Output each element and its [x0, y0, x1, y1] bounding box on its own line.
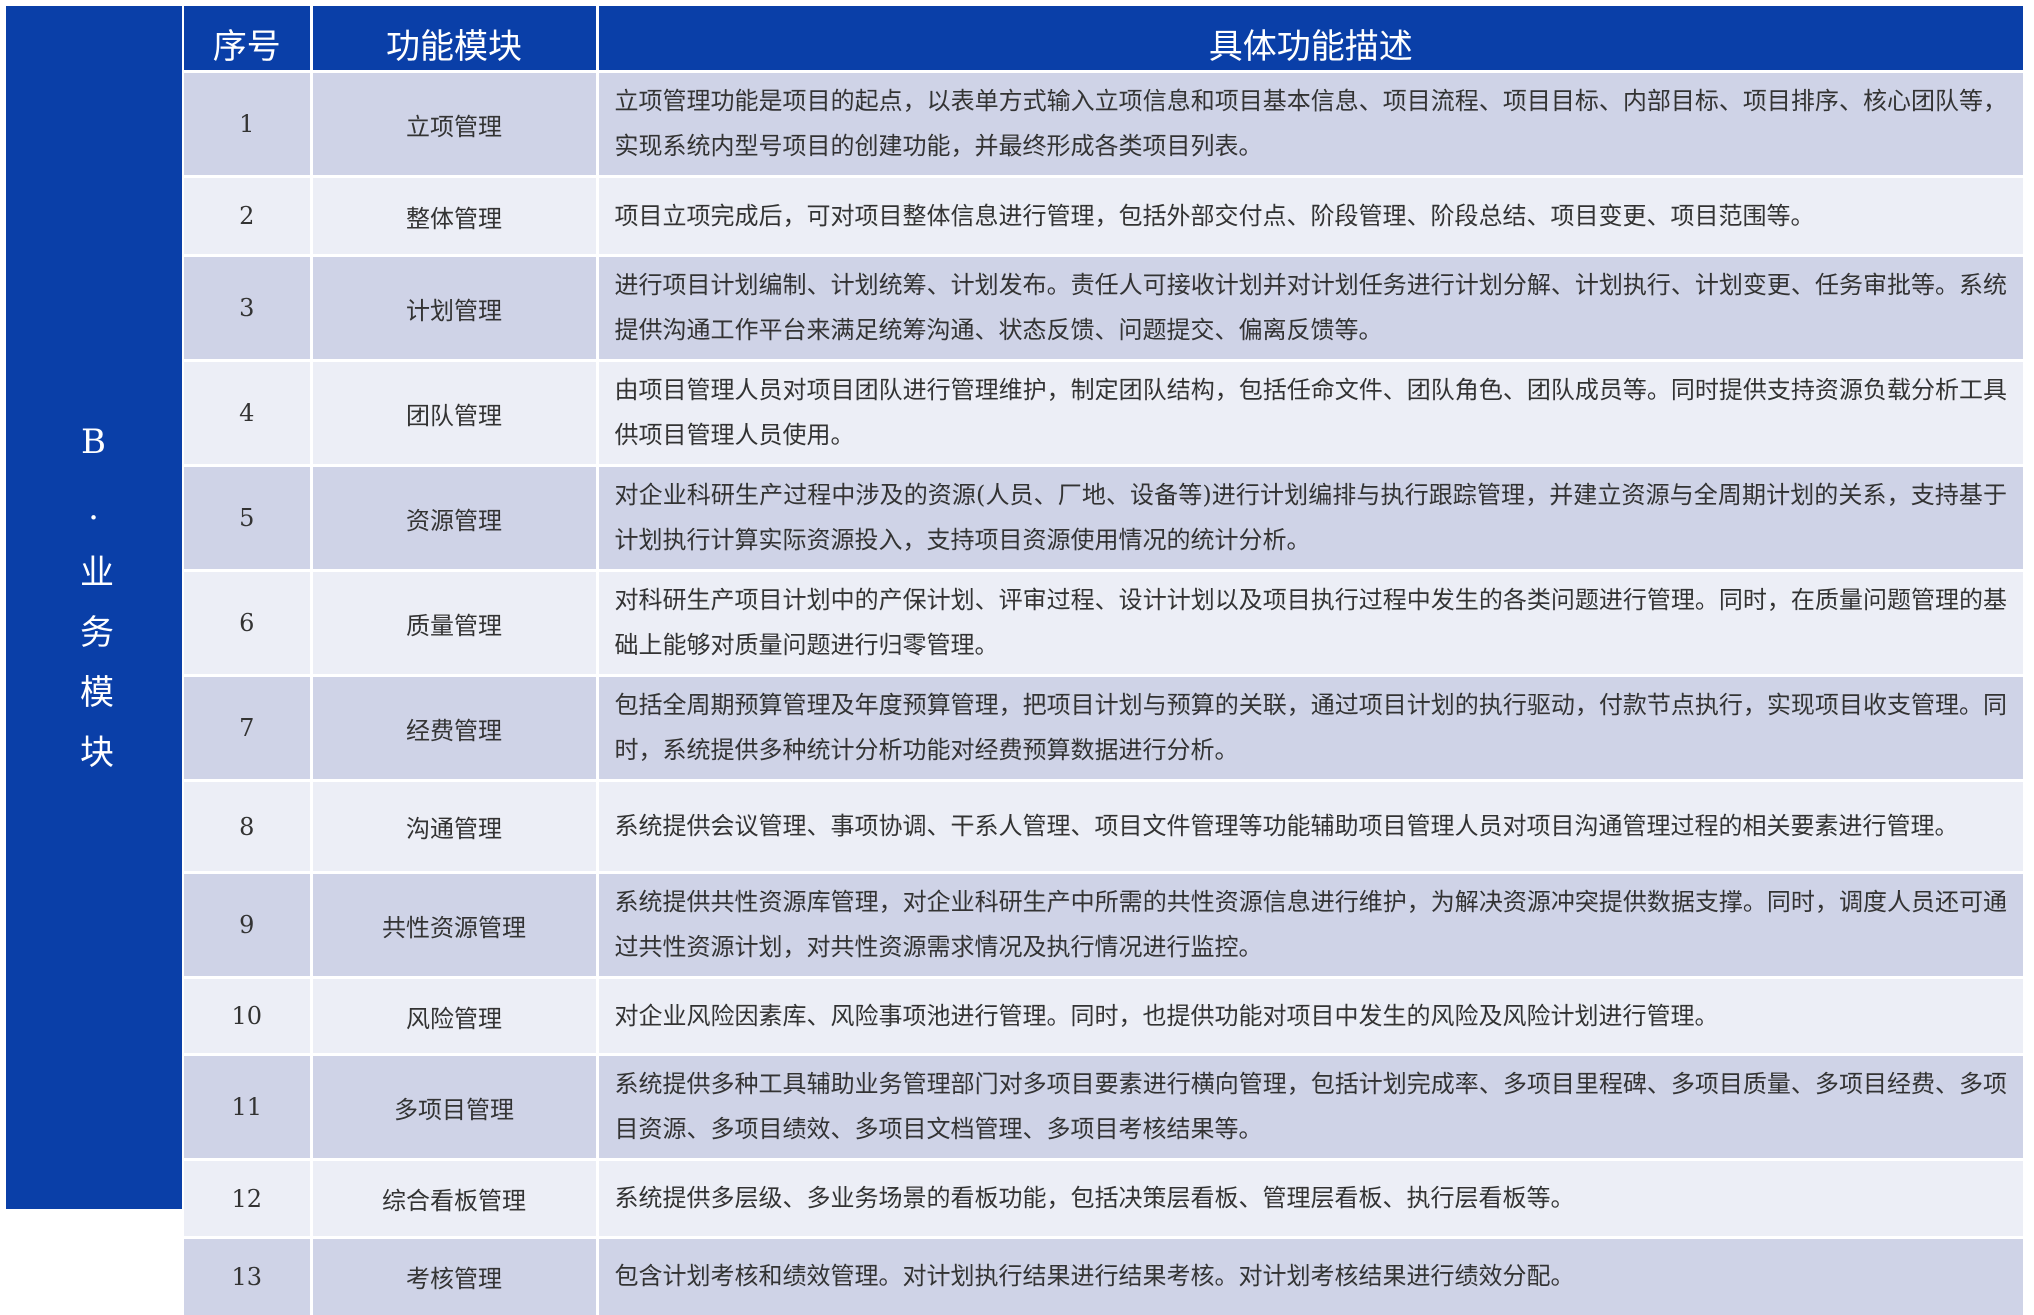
table-row: 8 沟通管理 系统提供会议管理、事项协调、干系人管理、项目文件管理等功能辅助项目管理…: [184, 779, 2026, 873]
module-name: 综合看板管理: [311, 1158, 599, 1238]
module-description: 立项管理功能是项目的起点，以表单方式输入立项信息和项目基本信息、项目流程、项目目…: [597, 70, 2026, 177]
row-number: 5: [184, 464, 313, 571]
module-name: 整体管理: [311, 175, 599, 256]
row-number: 1: [184, 70, 313, 177]
module-description: 系统提供多层级、多业务场景的看板功能，包括决策层看板、管理层看板、执行层看板等。: [597, 1158, 2026, 1238]
table-row: 4 团队管理 由项目管理人员对项目团队进行管理维护，制定团队结构，包括任命文件、团队…: [184, 359, 2026, 466]
table-row: 13 考核管理 包含计划考核和绩效管理。对计划执行结果进行结果考核。对计划考核结果进…: [184, 1236, 2026, 1315]
row-number: 11: [184, 1053, 313, 1160]
row-number: 4: [184, 359, 313, 466]
module-description: 对科研生产项目计划中的产保计划、评审过程、设计计划以及项目执行过程中发生的各类问…: [597, 569, 2026, 676]
column-header: 功能模块: [311, 6, 599, 72]
module-description: 包括全周期预算管理及年度预算管理，把项目计划与预算的关联，通过项目计划的执行驱动…: [597, 674, 2026, 781]
column-header: 具体功能描述: [597, 6, 2026, 72]
header-row: 序号 功能模块 具体功能描述: [184, 6, 2026, 72]
table-row: 1 立项管理 立项管理功能是项目的起点，以表单方式输入立项信息和项目基本信息、项目流…: [184, 70, 2026, 177]
module-description: 系统提供会议管理、事项协调、干系人管理、项目文件管理等功能辅助项目管理人员对项目…: [597, 779, 2026, 873]
function-table: 序号 功能模块 具体功能描述 1 立项管理 立项管理功能是项目的起点，以表单方式输入立项…: [184, 6, 2026, 1315]
table-row: 7 经费管理 包括全周期预算管理及年度预算管理，把项目计划与预算的关联，通过项目计划…: [184, 674, 2026, 781]
table-row: 10 风险管理 对企业风险因素库、风险事项池进行管理。同时，也提供功能对项目中发生的…: [184, 976, 2026, 1055]
column-header: 序号: [184, 6, 313, 72]
row-number: 13: [184, 1236, 313, 1315]
row-number: 12: [184, 1158, 313, 1238]
side-label: B.业务模块: [73, 421, 114, 794]
table-row: 6 质量管理 对科研生产项目计划中的产保计划、评审过程、设计计划以及项目执行过程中发…: [184, 569, 2026, 676]
module-description: 系统提供共性资源库管理，对企业科研生产中所需的共性资源信息进行维护，为解决资源冲…: [597, 871, 2026, 978]
module-name: 考核管理: [311, 1236, 599, 1315]
module-name: 风险管理: [311, 976, 599, 1055]
module-name: 共性资源管理: [311, 871, 599, 978]
table-row: 3 计划管理 进行项目计划编制、计划统筹、计划发布。责任人可接收计划并对计划任务进行…: [184, 254, 2026, 361]
module-name: 沟通管理: [311, 779, 599, 873]
row-number: 2: [184, 175, 313, 256]
module-name: 多项目管理: [311, 1053, 599, 1160]
row-number: 8: [184, 779, 313, 873]
module-description: 项目立项完成后，可对项目整体信息进行管理，包括外部交付点、阶段管理、阶段总结、项…: [597, 175, 2026, 256]
module-name: 立项管理: [311, 70, 599, 177]
row-number: 3: [184, 254, 313, 361]
module-name: 团队管理: [311, 359, 599, 466]
module-description: 系统提供多种工具辅助业务管理部门对多项目要素进行横向管理，包括计划完成率、多项目…: [597, 1053, 2026, 1160]
module-description: 由项目管理人员对项目团队进行管理维护，制定团队结构，包括任命文件、团队角色、团队…: [597, 359, 2026, 466]
module-description: 对企业科研生产过程中涉及的资源(人员、厂地、设备等)进行计划编排与执行跟踪管理，…: [597, 464, 2026, 571]
row-number: 10: [184, 976, 313, 1055]
module-description: 包含计划考核和绩效管理。对计划执行结果进行结果考核。对计划考核结果进行绩效分配。: [597, 1236, 2026, 1315]
row-number: 7: [184, 674, 313, 781]
module-name: 经费管理: [311, 674, 599, 781]
row-number: 6: [184, 569, 313, 676]
module-description: 进行项目计划编制、计划统筹、计划发布。责任人可接收计划并对计划任务进行计划分解、…: [597, 254, 2026, 361]
table-row: 12 综合看板管理 系统提供多层级、多业务场景的看板功能，包括决策层看板、管理层看板…: [184, 1158, 2026, 1238]
module-name: 质量管理: [311, 569, 599, 676]
side-panel: B.业务模块: [6, 6, 182, 1209]
table-row: 2 整体管理 项目立项完成后，可对项目整体信息进行管理，包括外部交付点、阶段管理、阶…: [184, 175, 2026, 256]
table-body: 1 立项管理 立项管理功能是项目的起点，以表单方式输入立项信息和项目基本信息、项目流…: [184, 70, 2026, 1315]
table-row: 9 共性资源管理 系统提供共性资源库管理，对企业科研生产中所需的共性资源信息进行维护…: [184, 871, 2026, 978]
module-name: 计划管理: [311, 254, 599, 361]
page: {"side_label": "B.业务模块", "table": { "hea…: [6, 6, 2026, 1315]
table-row: 5 资源管理 对企业科研生产过程中涉及的资源(人员、厂地、设备等)进行计划编排与执行…: [184, 464, 2026, 571]
table-row: 11 多项目管理 系统提供多种工具辅助业务管理部门对多项目要素进行横向管理，包括计划…: [184, 1053, 2026, 1160]
module-description: 对企业风险因素库、风险事项池进行管理。同时，也提供功能对项目中发生的风险及风险计…: [597, 976, 2026, 1055]
row-number: 9: [184, 871, 313, 978]
module-name: 资源管理: [311, 464, 599, 571]
